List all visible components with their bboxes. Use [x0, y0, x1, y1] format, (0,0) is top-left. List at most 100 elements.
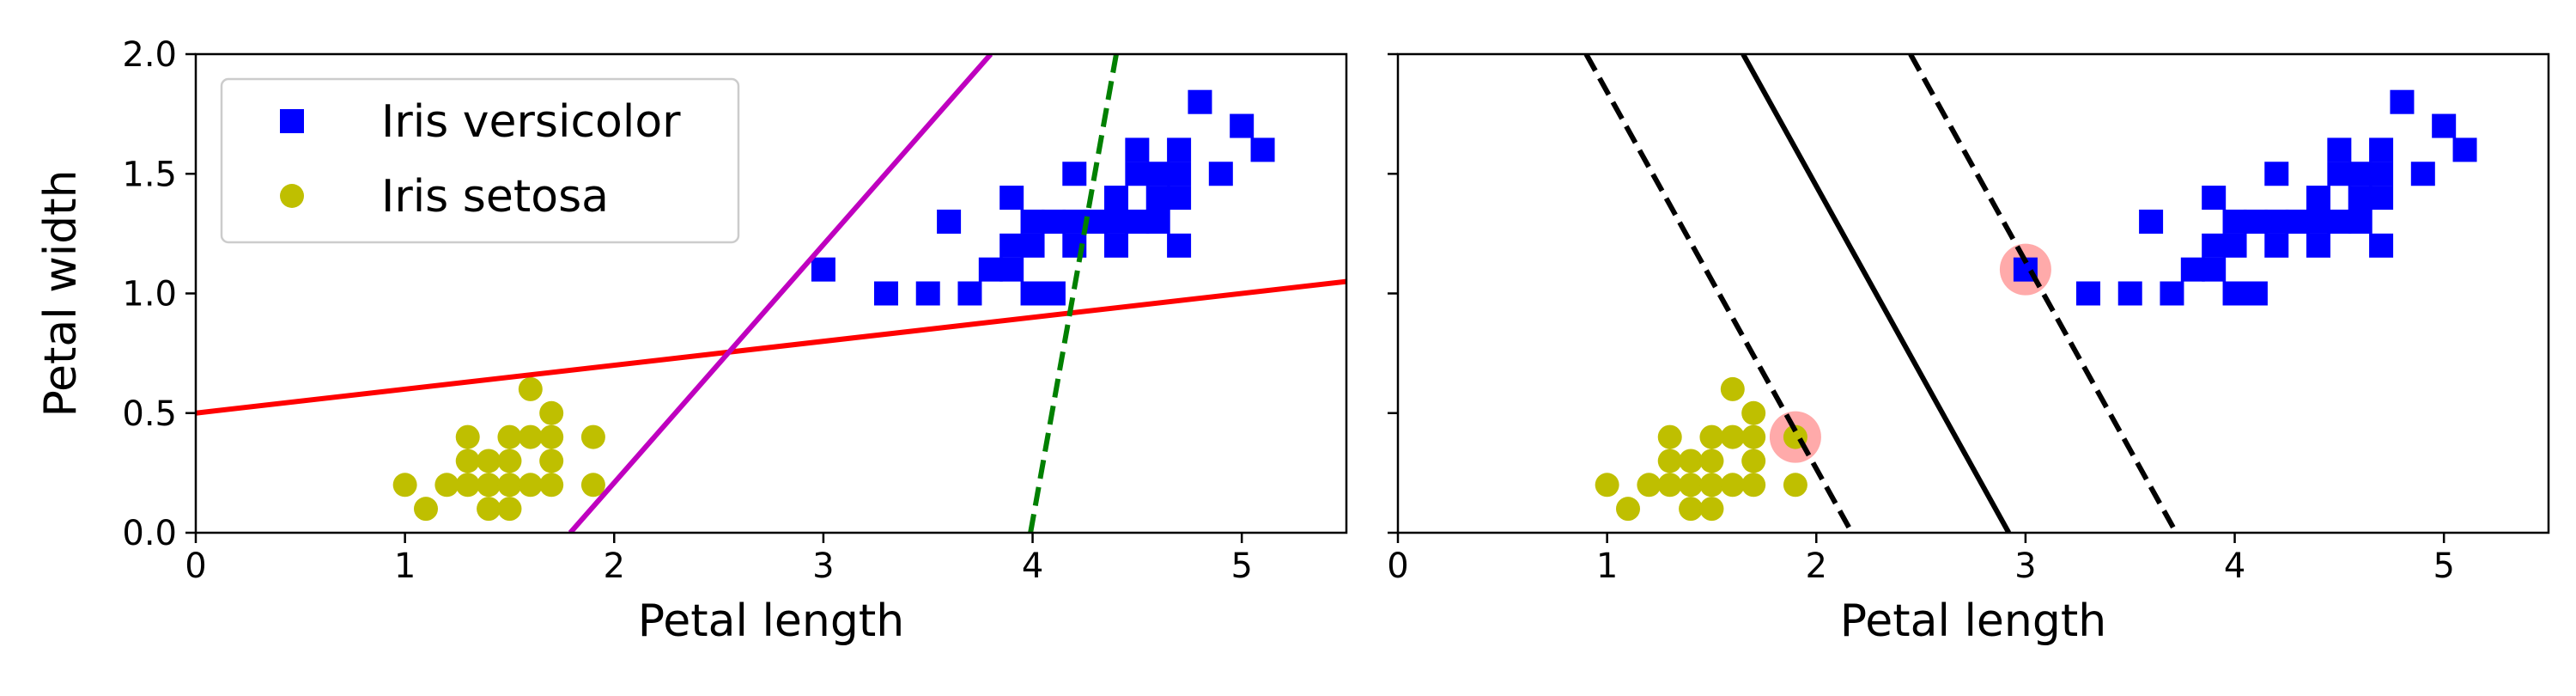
left-versicolor-point-20: [1104, 186, 1128, 211]
right-versicolor-point-1: [2076, 281, 2100, 306]
left-legend-swatch-versicolor: [280, 109, 304, 133]
left-versicolor-point-26: [1145, 162, 1170, 186]
left-versicolor-point-32: [1208, 162, 1233, 186]
right-versicolor-point-14: [2264, 233, 2289, 258]
right-versicolor-point-21: [2327, 209, 2352, 234]
left-legend: Iris versicolor Iris setosa: [220, 77, 740, 244]
left-setosa-point-13: [518, 473, 543, 498]
left-versicolor-point-12: [1041, 281, 1066, 306]
left-decision-line-0: [196, 278, 1346, 416]
right-versicolor-point-31: [2390, 89, 2415, 114]
left-decision-line-1: [568, 54, 993, 533]
left-versicolor-point-24: [1145, 209, 1170, 234]
right-versicolor-point-26: [2348, 162, 2372, 186]
left-x-tick-label-0: 0: [185, 546, 206, 586]
right-setosa-point-15: [1720, 376, 1745, 401]
left-y-axis-label: Petal width: [35, 169, 87, 417]
right-setosa-point-13: [1720, 473, 1745, 498]
right-setosa-point-20: [1783, 473, 1807, 498]
right-setosa-point-0: [1595, 473, 1619, 498]
left-versicolor-point-8: [999, 186, 1024, 211]
right-versicolor-point-6: [2202, 257, 2227, 282]
right-versicolor-point-24: [2348, 209, 2372, 234]
right-decision-line-2: [1908, 54, 2178, 533]
left-versicolor-point-1: [874, 281, 898, 306]
left-setosa-point-17: [539, 449, 564, 473]
left-y-ticks: 0.0 0.5 1.0 1.5 2.0: [122, 35, 196, 553]
left-legend-swatch-setosa: [280, 184, 304, 208]
right-versicolor-point-9: [2222, 281, 2247, 306]
left-series-versicolor: [811, 89, 1275, 306]
right-setosa-point-1: [1616, 497, 1640, 522]
left-versicolor-point-25: [1145, 186, 1170, 211]
right-versicolor-point-32: [2410, 162, 2435, 186]
left-versicolor-point-21: [1125, 209, 1150, 234]
left-x-tick-label-5: 5: [1230, 546, 1252, 586]
left-versicolor-point-2: [915, 281, 940, 306]
right-setosa-point-11: [1699, 449, 1724, 473]
right-versicolor-point-16: [2264, 162, 2289, 186]
right-versicolor-point-22: [2327, 162, 2352, 186]
left-versicolor-point-33: [1230, 113, 1255, 138]
right-versicolor-point-2: [2117, 281, 2142, 306]
right-x-tick-label-0: 0: [1387, 546, 1408, 586]
left-versicolor-point-7: [999, 233, 1024, 258]
right-decision-line-0: [1741, 54, 2012, 533]
left-versicolor-point-23: [1125, 137, 1150, 162]
left-x-tick-label-3: 3: [812, 546, 834, 586]
right-versicolor-point-7: [2202, 233, 2227, 258]
left-setosa-point-8: [477, 449, 501, 473]
right-decision-line-1: [1583, 54, 1855, 533]
left-setosa-point-2: [434, 473, 459, 498]
left-setosa-point-4: [455, 449, 480, 473]
left-versicolor-point-0: [811, 257, 835, 282]
left-setosa-point-21: [580, 424, 605, 449]
left-y-tick-label-1: 0.5: [122, 394, 177, 434]
right-x-tick-label-4: 4: [2224, 546, 2245, 586]
right-setosa-point-19: [1741, 400, 1766, 425]
left-legend-label-1: Iris setosa: [381, 171, 609, 223]
right-x-tick-label-3: 3: [2014, 546, 2036, 586]
left-y-tick-label-0: 0.0: [122, 514, 177, 553]
left-versicolor-point-34: [1250, 137, 1275, 162]
right-plot-area: [1583, 54, 2477, 533]
left-versicolor-point-3: [937, 209, 962, 234]
right-x-tick-label-5: 5: [2433, 546, 2454, 586]
right-versicolor-point-8: [2202, 186, 2227, 211]
left-chart-panel: 0 1 2 3 4 5 0.0 0.5 1.0 1.5 2.0 Petal length Petal w…: [35, 35, 1348, 647]
right-versicolor-point-25: [2348, 186, 2372, 211]
left-series-setosa: [392, 376, 605, 522]
left-setosa-point-9: [497, 497, 522, 522]
left-versicolor-point-22: [1125, 162, 1150, 186]
left-setosa-point-11: [497, 449, 522, 473]
left-y-tick-label-4: 2.0: [122, 35, 177, 75]
right-versicolor-point-23: [2327, 137, 2352, 162]
left-versicolor-point-30: [1167, 137, 1192, 162]
right-series-setosa: [1595, 376, 1807, 522]
right-versicolor-point-11: [2222, 209, 2247, 234]
right-chart-panel: 0 1 2 3 4 5 Petal length: [1387, 52, 2550, 647]
right-x-tick-label-1: 1: [1596, 546, 1618, 586]
right-versicolor-point-27: [2369, 233, 2394, 258]
right-setosa-point-12: [1699, 424, 1724, 449]
left-setosa-point-10: [497, 473, 522, 498]
left-versicolor-point-28: [1167, 186, 1192, 211]
left-versicolor-point-13: [1041, 209, 1066, 234]
left-legend-box: [220, 77, 740, 244]
left-versicolor-point-31: [1188, 89, 1212, 114]
left-legend-label-0: Iris versicolor: [381, 96, 681, 148]
right-x-ticks: 0 1 2 3 4 5: [1387, 533, 2455, 586]
right-setosa-point-4: [1657, 449, 1682, 473]
left-x-tick-label-1: 1: [394, 546, 416, 586]
left-setosa-point-20: [580, 473, 605, 498]
right-setosa-point-5: [1657, 424, 1682, 449]
left-setosa-point-18: [539, 424, 564, 449]
left-versicolor-point-27: [1167, 233, 1192, 258]
right-setosa-point-9: [1699, 497, 1724, 522]
left-versicolor-point-11: [1020, 209, 1045, 234]
left-setosa-point-14: [518, 424, 543, 449]
right-versicolor-point-5: [2180, 257, 2205, 282]
right-versicolor-point-28: [2369, 186, 2394, 211]
left-versicolor-point-16: [1062, 162, 1087, 186]
left-setosa-point-1: [414, 497, 438, 522]
